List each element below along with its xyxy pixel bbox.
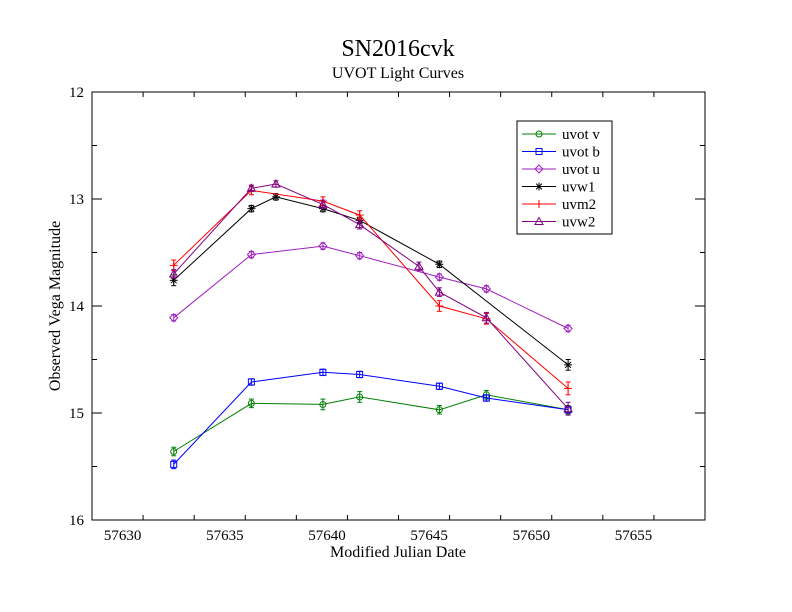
data-point <box>247 378 255 386</box>
series-uvot-v <box>170 390 572 457</box>
data-point <box>564 360 573 369</box>
y-tick-label: 13 <box>69 192 84 208</box>
data-point <box>435 406 443 414</box>
legend-label: uvot b <box>562 145 600 161</box>
series-line <box>173 245 569 329</box>
x-tick-label: 57635 <box>206 528 244 544</box>
legend-entry: uvot b <box>522 145 600 161</box>
series-layer <box>168 179 573 470</box>
data-point <box>246 249 257 260</box>
series-line <box>173 394 569 452</box>
data-point <box>356 393 364 401</box>
data-point <box>534 164 544 174</box>
data-point <box>535 200 543 208</box>
y-tick-label: 12 <box>69 85 84 101</box>
legend-entry: uvw1 <box>522 180 595 196</box>
error-bar <box>320 398 326 411</box>
plot-frame <box>91 91 706 521</box>
data-point <box>564 384 573 393</box>
data-point <box>563 403 573 413</box>
series-uvot-u <box>169 241 573 334</box>
error-bar <box>171 314 177 322</box>
y-tick-label: 16 <box>69 513 85 529</box>
legend-label: uvw1 <box>562 180 595 196</box>
data-point <box>435 382 443 390</box>
series-line <box>173 371 569 465</box>
x-tick-label: 57645 <box>410 528 448 544</box>
data-point <box>354 219 365 229</box>
legend-entry: uvw2 <box>522 215 595 231</box>
data-point <box>271 179 281 188</box>
data-point <box>535 182 543 191</box>
data-point <box>435 260 444 269</box>
data-point <box>168 268 179 278</box>
data-point <box>318 241 328 251</box>
data-point <box>354 251 365 261</box>
data-point <box>355 211 364 220</box>
data-point <box>481 312 492 322</box>
data-point <box>535 130 543 138</box>
data-point <box>170 460 178 468</box>
legend-label: uvot v <box>562 127 600 143</box>
data-point <box>482 394 490 402</box>
series-uvot-b <box>170 368 572 470</box>
y-axis-label: Observed Vega Magnitude <box>47 221 64 391</box>
error-bar <box>357 391 363 403</box>
x-axis-label: Modified Julian Date <box>330 544 466 561</box>
axis-ticks <box>91 91 706 521</box>
legend-entry: uvot u <box>522 162 600 178</box>
x-tick-label: 57640 <box>308 528 346 544</box>
y-tick-label: 14 <box>69 299 85 315</box>
data-point <box>247 399 255 407</box>
axis-tick-labels: 57630 57635 57640 57645 57650 57655 12 13 14 15 16 <box>69 85 652 544</box>
data-point <box>434 272 445 282</box>
legend-entry: uvot v <box>522 127 600 143</box>
y-tick-label: 15 <box>69 406 84 422</box>
data-point <box>170 448 178 456</box>
chart-title: SN2016cvk <box>341 36 454 62</box>
series-line <box>173 196 569 366</box>
data-point <box>534 216 544 225</box>
error-bar <box>565 324 571 333</box>
error-bar <box>248 250 254 259</box>
data-point <box>414 261 424 270</box>
data-point <box>535 148 543 155</box>
x-tick-label: 57650 <box>513 528 551 544</box>
series-uvm2 <box>169 185 573 396</box>
x-tick-label: 57655 <box>615 528 653 544</box>
data-point <box>246 183 257 192</box>
data-point <box>319 400 327 408</box>
data-point <box>247 204 256 213</box>
data-point <box>169 313 179 323</box>
data-point <box>434 287 445 296</box>
legend-label: uvm2 <box>562 197 596 213</box>
error-bar <box>483 285 489 293</box>
data-point <box>319 368 327 376</box>
chart-subtitle: UVOT Light Curves <box>332 65 464 82</box>
x-tick-label: 57630 <box>104 528 142 544</box>
error-bar <box>436 273 442 281</box>
data-point <box>318 199 328 208</box>
legend-box <box>516 120 613 235</box>
series-line <box>173 183 569 410</box>
error-bar <box>320 242 326 250</box>
legend-label: uvot u <box>562 162 600 178</box>
series-line <box>173 189 569 389</box>
data-point <box>356 370 364 378</box>
error-bar <box>357 252 363 260</box>
data-point <box>563 323 573 334</box>
legend-label: uvw2 <box>562 215 595 231</box>
data-point <box>169 261 178 270</box>
series-uvw2 <box>168 179 573 416</box>
series-uvw1 <box>169 192 573 371</box>
data-point <box>435 302 444 310</box>
legend-entry: uvm2 <box>522 197 596 213</box>
data-point <box>481 284 492 294</box>
